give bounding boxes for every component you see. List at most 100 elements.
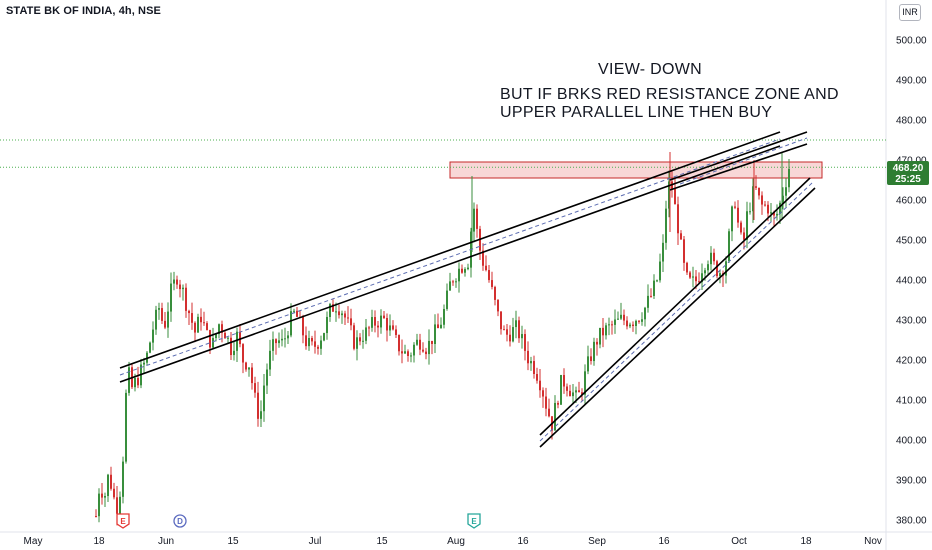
bar-countdown: 25:25: [895, 174, 921, 185]
candle-down: [401, 351, 403, 354]
support-channel-top-line[interactable]: [539, 177, 811, 436]
candle-down: [524, 334, 526, 351]
candle-down: [482, 250, 484, 266]
candle-up: [170, 283, 172, 312]
candle-down: [740, 222, 742, 233]
candle-down: [683, 239, 685, 263]
candle-up: [287, 335, 289, 339]
candle-down: [737, 207, 739, 223]
candle-down: [548, 408, 550, 417]
candle-down: [242, 344, 244, 363]
candle-up: [530, 361, 532, 364]
candle-down: [230, 337, 232, 356]
candle-up: [98, 493, 100, 517]
candle-up: [443, 308, 445, 325]
candle-down: [545, 396, 547, 409]
candle-up: [776, 213, 778, 216]
candle-down: [302, 317, 304, 336]
dividend-marker-jun[interactable]: D: [173, 514, 187, 528]
candle-down: [185, 287, 187, 311]
candle-up: [143, 362, 145, 365]
candle-up: [107, 474, 109, 497]
price-tick-label: 450.00: [896, 236, 927, 247]
candle-down: [557, 402, 559, 405]
earnings-green-icon[interactable]: [467, 513, 481, 529]
candle-up: [665, 208, 667, 243]
dividend-letter: D: [177, 517, 183, 526]
candle-up: [356, 337, 358, 349]
candle-up: [473, 208, 475, 232]
candle-down: [596, 341, 598, 345]
candle-up: [152, 329, 154, 343]
candle-up: [413, 344, 415, 356]
price-tick-label: 420.00: [896, 356, 927, 367]
candle-down: [206, 323, 208, 331]
time-tick-label: 15: [376, 536, 388, 547]
wedge-top-inner-line[interactable]: [669, 143, 808, 191]
candle-down: [254, 383, 256, 393]
candle-down: [194, 322, 196, 333]
candle-up: [668, 181, 670, 209]
candle-down: [686, 262, 688, 273]
candle-down: [209, 330, 211, 348]
candle-down: [425, 351, 427, 355]
candle-up: [155, 309, 157, 330]
wedge-top-line[interactable]: [669, 131, 808, 181]
candle-up: [710, 252, 712, 265]
candle-down: [581, 392, 583, 395]
candle-up: [362, 340, 364, 342]
candle-up: [323, 333, 325, 341]
price-tick-label: 480.00: [896, 116, 927, 127]
earnings-red-icon[interactable]: [116, 513, 130, 529]
candle-down: [527, 350, 529, 364]
candle-down: [350, 318, 352, 326]
candle-down: [338, 311, 340, 316]
price-axis[interactable]: 380.00 390.00 400.00 410.00 420.00 430.00 440.…: [896, 36, 927, 527]
candle-up: [329, 304, 331, 317]
price-tick-label: 460.00: [896, 196, 927, 207]
earnings-marker-aug[interactable]: E: [467, 513, 481, 529]
candle-up: [218, 324, 220, 335]
upper-channel-bottom-line[interactable]: [119, 145, 781, 383]
candle-up: [458, 268, 460, 282]
candle-up: [746, 211, 748, 240]
time-axis[interactable]: May 18 Jun 15 Jul 15 Aug 16 Sep 16 Oct 18 Nov: [24, 536, 882, 547]
candle-down: [761, 195, 763, 205]
resistance-zone[interactable]: [449, 161, 823, 179]
trendlines-layer[interactable]: [119, 131, 816, 448]
candle-down: [224, 332, 226, 339]
candle-down: [695, 276, 697, 282]
candle-down: [275, 339, 277, 344]
candle-up: [341, 313, 343, 316]
candle-up: [635, 320, 637, 326]
candle-up: [149, 342, 151, 353]
candle-down: [626, 320, 628, 327]
candle-down: [419, 339, 421, 350]
candle-down: [611, 324, 613, 326]
currency-badge[interactable]: INR: [899, 4, 921, 21]
upper-channel-top-line[interactable]: [119, 131, 781, 369]
price-tick-label: 400.00: [896, 436, 927, 447]
candle-up: [521, 334, 523, 339]
candle-down: [623, 314, 625, 321]
candle-up: [770, 212, 772, 214]
candle-down: [431, 340, 433, 344]
candle-down: [398, 335, 400, 352]
candle-up: [320, 340, 322, 349]
candle-down: [311, 337, 313, 342]
candle-down: [239, 331, 241, 345]
candle-up: [263, 385, 265, 412]
candle-up: [236, 331, 238, 351]
candle-up: [575, 390, 577, 393]
candle-down: [650, 295, 652, 297]
dividend-icon[interactable]: [173, 514, 187, 528]
candle-up: [104, 496, 106, 498]
candle-up: [785, 187, 787, 196]
support-channel-bottom-line[interactable]: [539, 187, 816, 448]
candle-up: [653, 280, 655, 296]
earnings-marker-may[interactable]: E: [116, 513, 130, 529]
event-markers[interactable]: E D E: [116, 513, 481, 529]
candle-down: [221, 324, 223, 333]
candle-up: [608, 324, 610, 326]
